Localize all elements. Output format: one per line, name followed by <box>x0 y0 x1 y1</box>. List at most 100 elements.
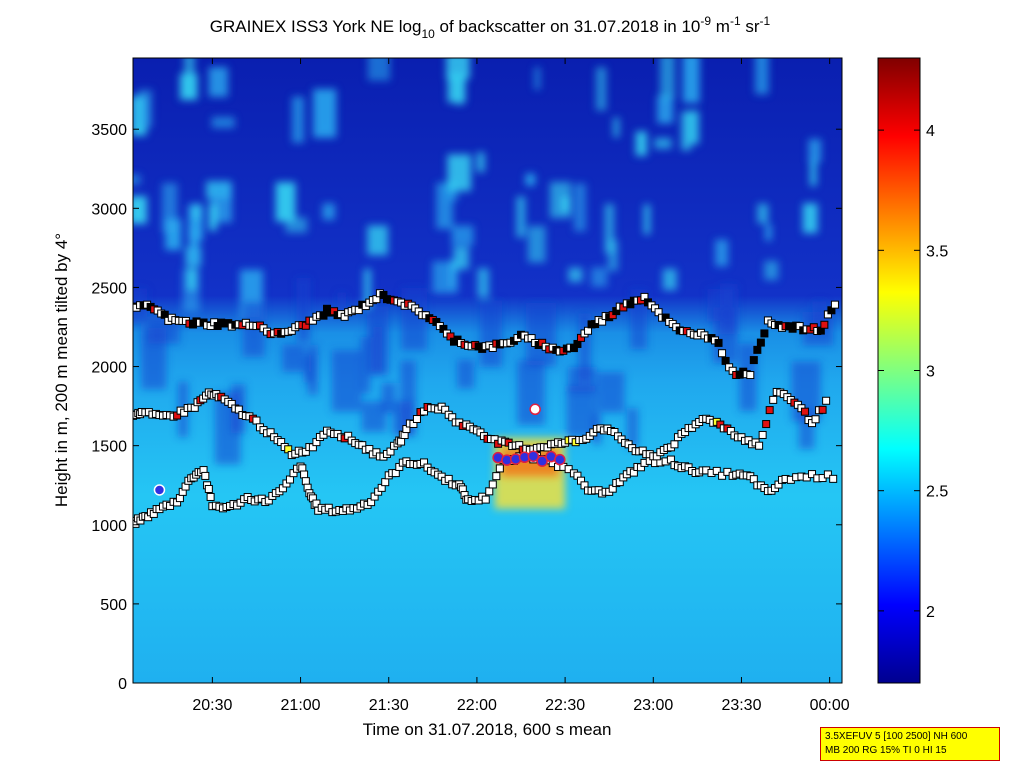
x-axis-label: Time on 31.07.2018, 600 s mean <box>363 720 612 739</box>
layer-marker <box>381 478 390 487</box>
clear-air-structure <box>331 350 362 412</box>
cloud-base-marker <box>529 403 541 416</box>
cloud-base-marker <box>536 455 548 467</box>
aerosol-structure <box>367 225 388 256</box>
layer-marker <box>811 415 820 424</box>
aerosol-structure <box>682 58 700 104</box>
aerosol-structure <box>446 58 470 80</box>
y-tick-label: 500 <box>100 597 127 614</box>
aerosol-structure <box>808 139 822 163</box>
aerosol-structure <box>715 239 729 267</box>
aerosol-structure <box>476 152 485 173</box>
aerosol-structure <box>802 203 818 234</box>
layer-marker <box>830 300 839 309</box>
layer-marker <box>495 464 504 473</box>
layer-marker <box>823 470 832 479</box>
x-tick-label: 21:30 <box>369 697 409 714</box>
layer-marker <box>822 396 831 405</box>
aerosol-structure <box>186 268 197 291</box>
layer-marker <box>769 395 778 404</box>
aerosol-structure <box>568 267 583 283</box>
aerosol-structure <box>133 174 141 185</box>
cloud-base-marker <box>554 453 566 466</box>
aerosol-structure <box>591 267 608 287</box>
aerosol-structure <box>436 182 454 229</box>
layer-marker <box>714 338 723 347</box>
clear-air-structure <box>304 354 314 383</box>
aerosol-structure <box>604 203 615 254</box>
layer-marker <box>808 470 817 479</box>
layer-marker <box>829 474 838 483</box>
clear-air-structure <box>367 306 389 376</box>
layer-marker <box>670 440 679 449</box>
y-tick-label: 3000 <box>91 201 127 218</box>
aerosol-structure <box>292 96 305 143</box>
aerosol-structure <box>654 137 672 149</box>
colorbar-tick-label: 3.5 <box>926 243 948 260</box>
layer-marker <box>319 311 328 320</box>
aerosol-structure <box>607 239 618 271</box>
layer-marker <box>762 420 771 429</box>
aerosol-structure <box>367 58 391 81</box>
aerosol-structure <box>764 260 779 280</box>
aerosol-structure <box>527 226 546 263</box>
aerosol-structure <box>516 196 526 238</box>
layer-marker <box>488 480 497 489</box>
y-tick-label: 2000 <box>91 360 127 377</box>
layer-marker <box>800 407 809 416</box>
cloud-base-marker <box>153 484 166 496</box>
aerosol-structure <box>184 58 195 99</box>
aerosol-structure <box>574 183 587 232</box>
layer-marker <box>746 371 755 380</box>
aerosol-structure <box>275 182 296 222</box>
layer-marker <box>204 484 213 493</box>
aerosol-structure <box>208 204 217 231</box>
layer-marker <box>252 416 261 425</box>
clear-air-structure <box>719 284 738 335</box>
aerosol-structure <box>657 95 674 124</box>
x-tick-label: 00:00 <box>810 697 850 714</box>
aerosol-structure <box>165 218 182 251</box>
y-axis-label: Height in m, 200 m mean tilted by 4° <box>52 233 71 507</box>
aerosol-structure <box>635 131 648 156</box>
colorbar <box>877 57 921 684</box>
clear-air-structure <box>626 408 639 448</box>
clear-air-structure <box>360 337 371 394</box>
clear-air-structure <box>282 344 306 372</box>
aerosol-structure <box>809 160 817 187</box>
aerosol-structure <box>211 116 235 129</box>
aerosol-structure <box>363 268 371 309</box>
clear-air-structure <box>517 359 545 425</box>
colorbar-tick-label: 4 <box>926 123 935 140</box>
x-tick-label: 20:30 <box>192 697 232 714</box>
aerosol-structure <box>189 225 199 265</box>
heatmap-plot-area <box>133 58 842 683</box>
aerosol-structure <box>681 111 692 151</box>
y-tick-label: 0 <box>118 676 127 693</box>
aerosol-structure <box>561 196 570 212</box>
layer-marker <box>201 471 210 480</box>
clear-air-structure <box>457 359 475 389</box>
clear-air-structure <box>361 401 387 432</box>
layer-marker <box>749 356 758 365</box>
aerosol-structure <box>595 67 607 111</box>
layer-marker <box>820 320 829 329</box>
x-axis: 20:30 21:00 21:30 22:00 22:30 23:00 23:30 00:00 <box>192 58 850 714</box>
aerosol-structure <box>687 110 700 145</box>
layer-marker <box>206 492 215 501</box>
info-line-2: MB 200 RG 15% TI 0 HI 15 <box>825 745 947 756</box>
x-tick-label: 23:00 <box>633 697 673 714</box>
colorbar-tick-label: 2.5 <box>926 484 948 501</box>
aerosol-structure <box>662 268 677 291</box>
chart-title: GRAINEX ISS3 York NE log10 of backscatte… <box>210 14 771 41</box>
heatmap-background <box>133 58 842 683</box>
layer-marker <box>818 405 827 414</box>
aerosol-structure <box>133 196 147 224</box>
aerosol-structure <box>455 74 464 105</box>
layer-marker <box>397 437 406 446</box>
layer-marker <box>301 477 310 486</box>
layer-markers <box>133 289 839 528</box>
aerosol-structure <box>643 204 651 235</box>
y-tick-label: 1000 <box>91 518 127 535</box>
aerosol-structure <box>613 117 620 138</box>
